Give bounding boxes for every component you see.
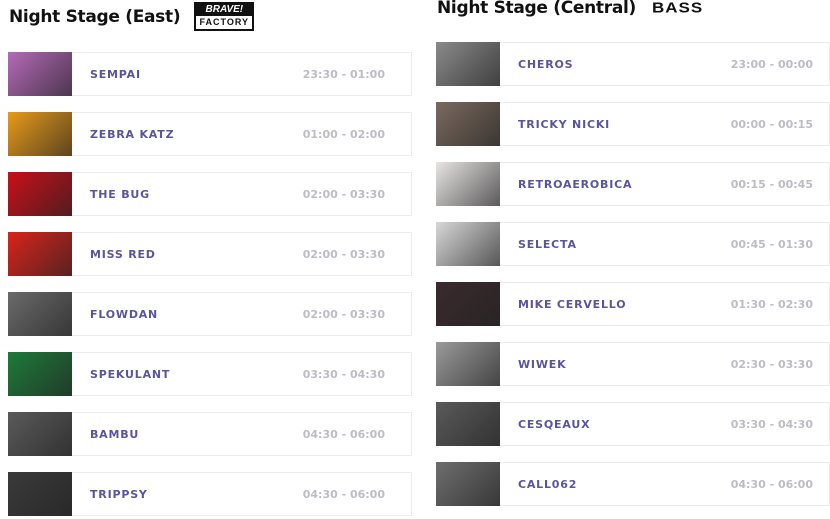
artist-photo[interactable]: [8, 52, 72, 96]
artist-name[interactable]: CHEROS: [518, 57, 574, 71]
bass-logo: BASS: [652, 0, 704, 16]
artist-name[interactable]: BAMBU: [90, 427, 140, 441]
act-row[interactable]: WIWEK 02:30 - 03:30: [436, 342, 830, 386]
artist-name[interactable]: TRIPPSY: [90, 487, 148, 501]
artist-name[interactable]: TRICKY NICKI: [518, 117, 611, 131]
act-row[interactable]: THE BUG 02:00 - 03:30: [8, 172, 412, 216]
set-time: 00:15 - 00:45: [730, 177, 813, 191]
artist-photo[interactable]: [8, 112, 72, 156]
artist-name[interactable]: WIWEK: [518, 357, 567, 371]
set-time: 00:00 - 00:15: [730, 117, 813, 131]
act-row[interactable]: SELECTA 00:45 - 01:30: [436, 222, 830, 266]
artist-name[interactable]: THE BUG: [90, 187, 150, 201]
artist-photo[interactable]: [8, 172, 72, 216]
act-row[interactable]: CALL062 04:30 - 06:00: [436, 462, 830, 506]
artist-photo[interactable]: [436, 342, 500, 386]
act-row[interactable]: SPEKULANT 03:30 - 04:30: [8, 352, 412, 396]
set-time: 02:30 - 03:30: [730, 357, 813, 371]
stage-header: Night Stage (Central) BASS: [437, 0, 703, 18]
artist-name[interactable]: CALL062: [518, 477, 578, 491]
artist-name[interactable]: FLOWDAN: [90, 307, 159, 321]
set-time: 04:30 - 06:00: [730, 477, 813, 491]
act-row[interactable]: TRIPPSY 04:30 - 06:00: [8, 472, 412, 516]
artist-name[interactable]: SELECTA: [518, 237, 577, 251]
artist-name[interactable]: MISS RED: [90, 247, 156, 261]
artist-photo[interactable]: [436, 462, 500, 506]
act-row[interactable]: SEMPAI 23:30 - 01:00: [8, 52, 412, 96]
stage-header: Night Stage (East) BRAVE! FACTORY: [9, 2, 255, 31]
stage-title: Night Stage (Central): [437, 0, 636, 18]
set-time: 02:00 - 03:30: [302, 187, 385, 201]
set-time: 23:00 - 00:00: [730, 57, 813, 71]
set-time: 03:30 - 04:30: [730, 417, 813, 431]
set-time: 01:30 - 02:30: [730, 297, 813, 311]
act-row[interactable]: CHEROS 23:00 - 00:00: [436, 42, 830, 86]
set-time: 04:30 - 06:00: [302, 487, 385, 501]
act-row[interactable]: RETROAEROBICA 00:15 - 00:45: [436, 162, 830, 206]
act-row[interactable]: CESQEAUX 03:30 - 04:30: [436, 402, 830, 446]
set-time: 00:45 - 01:30: [730, 237, 813, 251]
act-row[interactable]: FLOWDAN 02:00 - 03:30: [8, 292, 412, 336]
artist-name[interactable]: ZEBRA KATZ: [90, 127, 175, 141]
artist-photo[interactable]: [436, 42, 500, 86]
set-time: 03:30 - 04:30: [302, 367, 385, 381]
artist-name[interactable]: CESQEAUX: [518, 417, 591, 431]
act-row[interactable]: TRICKY NICKI 00:00 - 00:15: [436, 102, 830, 146]
stage-title: Night Stage (East): [9, 6, 181, 27]
artist-photo[interactable]: [8, 472, 72, 516]
artist-name[interactable]: SEMPAI: [90, 67, 141, 81]
act-row[interactable]: ZEBRA KATZ 01:00 - 02:00: [8, 112, 412, 156]
act-row[interactable]: MIKE CERVELLO 01:30 - 02:30: [436, 282, 830, 326]
act-row[interactable]: MISS RED 02:00 - 03:30: [8, 232, 412, 276]
brave-factory-logo: BRAVE! FACTORY: [194, 2, 255, 31]
artist-photo[interactable]: [8, 292, 72, 336]
artist-photo[interactable]: [436, 402, 500, 446]
set-time: 04:30 - 06:00: [302, 427, 385, 441]
artist-name[interactable]: MIKE CERVELLO: [518, 297, 627, 311]
artist-photo[interactable]: [436, 282, 500, 326]
set-time: 02:00 - 03:30: [302, 247, 385, 261]
artist-photo[interactable]: [436, 102, 500, 146]
artist-name[interactable]: SPEKULANT: [90, 367, 171, 381]
set-time: 01:00 - 02:00: [302, 127, 385, 141]
artist-photo[interactable]: [8, 352, 72, 396]
artist-photo[interactable]: [436, 162, 500, 206]
set-time: 02:00 - 03:30: [302, 307, 385, 321]
artist-photo[interactable]: [8, 412, 72, 456]
artist-name[interactable]: RETROAEROBICA: [518, 177, 633, 191]
set-time: 23:30 - 01:00: [302, 67, 385, 81]
artist-photo[interactable]: [8, 232, 72, 276]
artist-photo[interactable]: [436, 222, 500, 266]
act-row[interactable]: BAMBU 04:30 - 06:00: [8, 412, 412, 456]
